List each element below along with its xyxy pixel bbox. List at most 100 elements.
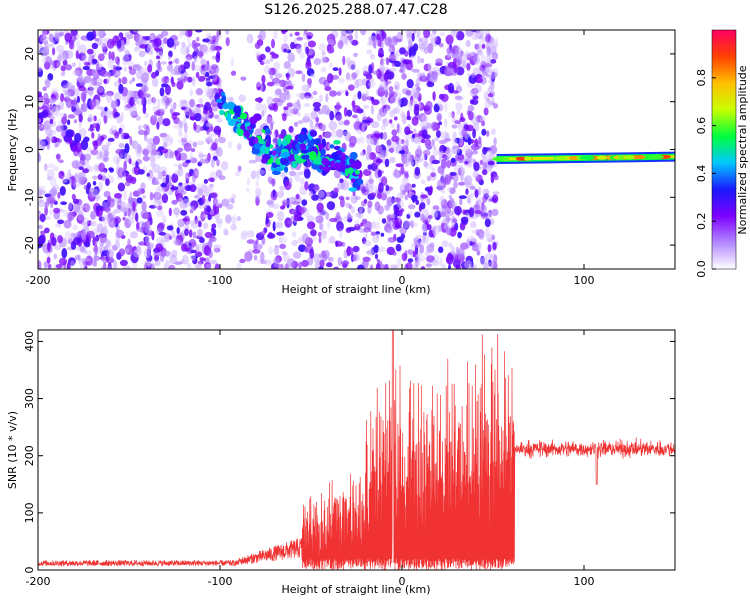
noise-blob bbox=[382, 117, 390, 127]
noise-blob bbox=[147, 260, 151, 268]
noise-blob bbox=[149, 217, 153, 226]
noise-blob bbox=[115, 148, 124, 155]
noise-blob bbox=[375, 231, 380, 235]
noise-blob bbox=[101, 144, 110, 152]
noise-blob bbox=[59, 186, 66, 196]
noise-blob bbox=[236, 143, 242, 151]
noise-blob bbox=[417, 30, 421, 38]
noise-blob bbox=[271, 38, 275, 49]
noise-blob bbox=[256, 169, 266, 175]
noise-blob bbox=[86, 48, 94, 55]
noise-blob bbox=[186, 262, 192, 269]
noise-blob bbox=[265, 215, 269, 225]
noise-blob bbox=[403, 219, 411, 229]
noise-blob bbox=[81, 104, 85, 111]
noise-blob bbox=[146, 138, 155, 145]
noise-blob bbox=[335, 101, 341, 112]
noise-blob bbox=[370, 121, 380, 129]
noise-blob bbox=[363, 198, 368, 204]
noise-blob bbox=[269, 71, 274, 80]
noise-blob bbox=[288, 125, 294, 133]
noise-blob bbox=[436, 181, 445, 192]
noise-blob bbox=[98, 162, 105, 173]
noise-blob bbox=[259, 167, 266, 176]
noise-blob bbox=[56, 61, 61, 69]
noise-blob bbox=[393, 206, 400, 213]
noise-blob bbox=[38, 187, 43, 197]
noise-blob bbox=[323, 132, 332, 139]
noise-blob bbox=[425, 100, 433, 110]
noise-blob bbox=[357, 90, 362, 100]
noise-blob bbox=[53, 207, 61, 214]
noise-blob bbox=[255, 239, 259, 244]
noise-blob bbox=[170, 186, 179, 191]
noise-blob bbox=[83, 265, 88, 269]
noise-blob bbox=[90, 188, 99, 198]
noise-blob bbox=[128, 79, 133, 85]
noise-blob bbox=[452, 90, 459, 94]
noise-blob bbox=[434, 36, 442, 45]
noise-blob bbox=[407, 204, 416, 210]
noise-blob bbox=[82, 203, 90, 213]
noise-blob bbox=[337, 181, 345, 190]
trace-blob bbox=[277, 138, 282, 147]
noise-blob bbox=[316, 202, 324, 213]
noise-blob bbox=[479, 159, 483, 166]
noise-blob bbox=[372, 70, 380, 75]
noise-blob bbox=[401, 176, 409, 187]
noise-blob bbox=[194, 112, 202, 122]
noise-blob bbox=[131, 111, 138, 116]
trace-blob bbox=[356, 178, 364, 185]
trace-blob bbox=[336, 149, 343, 156]
trace-blob bbox=[313, 138, 321, 146]
noise-blob bbox=[370, 231, 377, 237]
noise-blob bbox=[411, 68, 420, 73]
noise-blob bbox=[278, 236, 288, 244]
noise-blob bbox=[400, 233, 406, 240]
noise-blob bbox=[474, 189, 479, 198]
noise-blob bbox=[180, 45, 189, 55]
noise-blob bbox=[399, 68, 403, 73]
noise-blob bbox=[280, 30, 289, 33]
noise-blob bbox=[261, 74, 266, 84]
noise-blob bbox=[159, 166, 168, 176]
noise-blob bbox=[275, 88, 282, 96]
noise-blob bbox=[468, 207, 475, 218]
noise-blob bbox=[339, 178, 344, 183]
noise-blob bbox=[139, 39, 148, 45]
noise-blob bbox=[71, 160, 81, 169]
noise-blob bbox=[173, 163, 179, 168]
noise-blob bbox=[189, 208, 194, 214]
noise-blob bbox=[38, 185, 46, 191]
trace-blob bbox=[333, 162, 342, 171]
noise-blob bbox=[83, 136, 90, 143]
noise-blob bbox=[426, 144, 433, 150]
noise-blob bbox=[248, 159, 258, 164]
noise-blob bbox=[246, 187, 250, 193]
x-tick-label: 100 bbox=[574, 575, 595, 588]
noise-blob bbox=[161, 83, 169, 88]
noise-blob bbox=[378, 47, 384, 58]
noise-blob bbox=[350, 193, 358, 204]
noise-blob bbox=[412, 88, 420, 98]
noise-blob bbox=[169, 190, 174, 195]
noise-blob bbox=[324, 86, 332, 92]
noise-blob bbox=[435, 130, 441, 138]
noise-blob bbox=[404, 172, 409, 179]
noise-blob bbox=[93, 140, 98, 150]
noise-blob bbox=[308, 183, 316, 193]
trace-blob bbox=[240, 112, 248, 120]
noise-blob bbox=[342, 55, 346, 66]
noise-blob bbox=[201, 45, 210, 55]
noise-blob bbox=[217, 220, 222, 229]
colorbar: 0.0 0.2 0.4 0.6 0.8 Normalized spectral ampl… bbox=[695, 29, 749, 278]
noise-blob bbox=[193, 106, 199, 115]
noise-blob bbox=[127, 207, 132, 217]
noise-blob bbox=[367, 248, 375, 256]
noise-blob bbox=[217, 203, 223, 209]
noise-blob bbox=[215, 218, 223, 224]
colorbar-tick-label: 0.2 bbox=[695, 212, 708, 230]
noise-blob bbox=[482, 146, 488, 155]
noise-blob bbox=[306, 68, 315, 77]
